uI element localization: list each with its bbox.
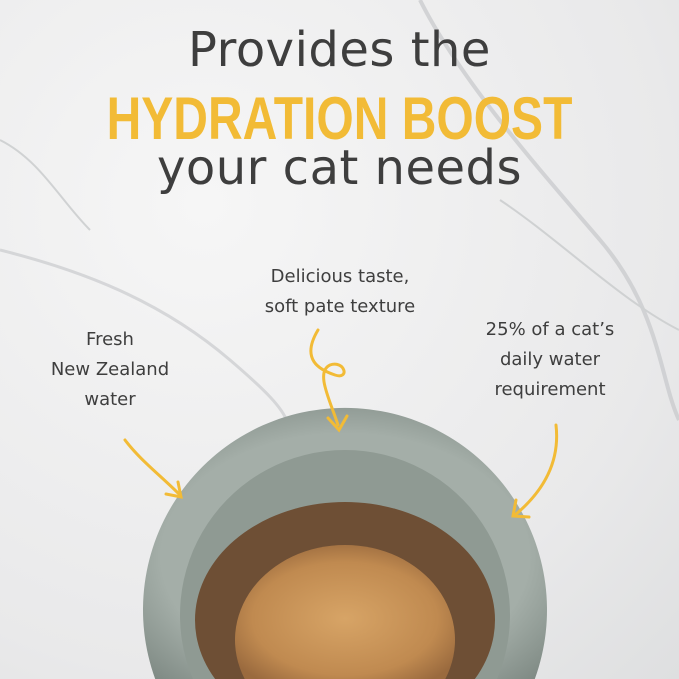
annotation-line: 25% of a cat’s: [485, 319, 615, 340]
headline-hydration-boost: HYDRATION BOOST: [106, 85, 573, 152]
annotation-line: Delicious taste,: [270, 266, 410, 287]
annotation-line: New Zealand: [50, 359, 170, 380]
arrow-icon: [123, 328, 559, 519]
annotation-line: Fresh: [86, 329, 134, 350]
headline-line-1: Provides the: [188, 22, 491, 78]
annotation-line: requirement: [494, 379, 606, 400]
annotation-requirement: 25% of a cat’s daily water requirement: [460, 315, 640, 405]
annotation-line: soft pate texture: [264, 296, 416, 317]
annotation-line: daily water: [499, 349, 601, 370]
annotation-line: water: [84, 389, 136, 410]
annotation-water: Fresh New Zealand water: [20, 325, 200, 415]
headline-line-3: your cat needs: [156, 140, 523, 196]
annotation-taste: Delicious taste, soft pate texture: [230, 262, 450, 322]
pate: [234, 544, 455, 679]
